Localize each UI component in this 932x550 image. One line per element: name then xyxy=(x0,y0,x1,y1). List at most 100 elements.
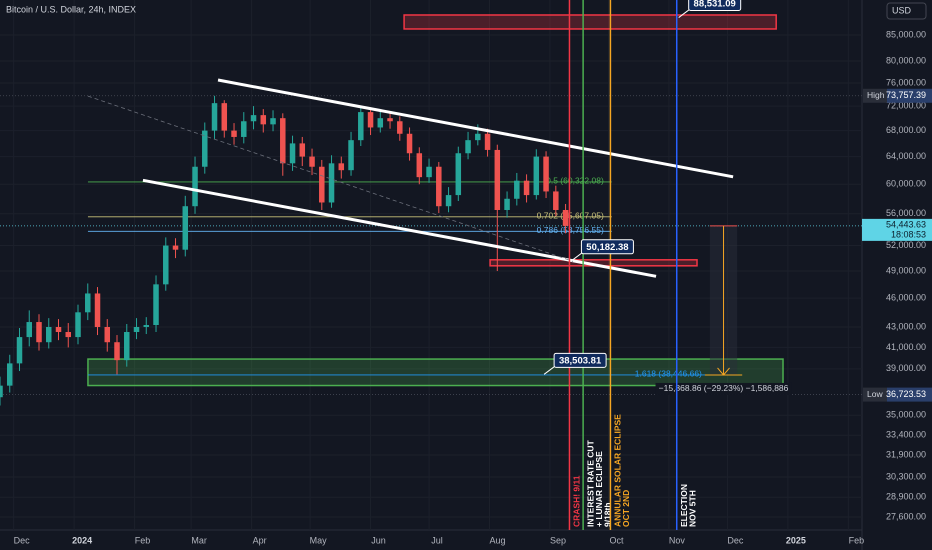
candle-body xyxy=(16,337,23,364)
candle-body xyxy=(46,326,52,343)
y-tick-label: 52,000.00 xyxy=(886,240,926,250)
callout-label: 38,503.81 xyxy=(559,355,602,366)
candle-body xyxy=(153,284,159,326)
candle-body xyxy=(172,245,179,250)
trend-line xyxy=(217,78,734,179)
zone-box xyxy=(87,358,784,387)
fib-label: 0.702 (55,607.05) xyxy=(537,211,604,221)
y-tick-label: 60,000.00 xyxy=(886,179,926,189)
candle-body xyxy=(182,206,189,250)
candle-body xyxy=(338,163,345,171)
candle-body xyxy=(514,180,520,199)
candle-body xyxy=(26,322,33,338)
price-marker-value: 36,723.53 xyxy=(886,389,926,399)
candle-body xyxy=(348,140,354,171)
y-tick-label: 28,900.00 xyxy=(886,492,926,502)
x-tick-label: Aug xyxy=(489,535,505,545)
chart-title: Bitcoin / U.S. Dollar, 24h, INDEX xyxy=(6,4,136,14)
candle-body xyxy=(319,166,325,203)
x-tick-label: Feb xyxy=(849,535,865,545)
candle-body xyxy=(377,118,384,128)
candle-body xyxy=(562,209,569,226)
y-tick-label: 46,000.00 xyxy=(886,292,926,302)
y-tick-label: 56,000.00 xyxy=(886,208,926,218)
candle-body xyxy=(133,326,140,333)
candle-body xyxy=(397,121,403,134)
candle-body xyxy=(436,166,442,207)
event-label: CRASH! 9/11 xyxy=(572,475,582,527)
candle-body xyxy=(104,326,111,343)
candle-body xyxy=(270,118,276,125)
price-marker-box xyxy=(862,218,932,241)
candle-body xyxy=(475,133,481,141)
price-marker-value: 54,443.63 xyxy=(886,219,926,229)
price-marker-name-box xyxy=(863,387,887,402)
candle-body xyxy=(328,163,335,203)
event-label: ANNULAR SOLAR ECLIPSE xyxy=(613,414,623,527)
fib-label: 1.618 (38,446.66) xyxy=(635,369,702,379)
x-tick-label: Nov xyxy=(669,535,686,545)
candle-body xyxy=(280,118,286,164)
y-tick-label: 43,000.00 xyxy=(886,321,926,331)
candle-body xyxy=(367,112,374,128)
price-marker-name: Low xyxy=(867,389,883,399)
x-tick-label: Jun xyxy=(371,535,386,545)
y-tick-label: 30,300.00 xyxy=(886,471,926,481)
callout-box xyxy=(553,352,607,368)
candle-body xyxy=(192,166,198,207)
event-label: NOV 5TH xyxy=(687,490,697,527)
x-tick-label: Dec xyxy=(14,535,31,545)
y-tick-label: 85,000.00 xyxy=(886,29,926,39)
candle-body xyxy=(114,342,120,361)
currency-button[interactable] xyxy=(886,2,927,20)
candle-body xyxy=(533,156,540,196)
x-tick-label: Feb xyxy=(135,535,151,545)
candle-body xyxy=(36,322,42,343)
price-marker-box xyxy=(887,88,932,103)
trend-line xyxy=(87,95,574,262)
candle-body xyxy=(494,149,501,210)
candle-body xyxy=(124,332,130,361)
candle-body xyxy=(55,326,62,333)
candle-body xyxy=(387,118,393,122)
candle-body xyxy=(289,143,296,164)
candle-body xyxy=(202,130,208,167)
y-tick-label: 49,000.00 xyxy=(886,265,926,275)
event-label: INTEREST RATE CUT xyxy=(585,439,595,527)
price-marker-value: 73,757.39 xyxy=(886,90,926,100)
candle-body xyxy=(0,385,3,398)
y-tick-label: 72,000.00 xyxy=(886,100,926,110)
callout-box xyxy=(688,0,742,12)
x-tick-label: Sep xyxy=(550,535,566,545)
event-label: ELECTION xyxy=(679,484,689,527)
price-marker-name-box xyxy=(863,88,887,103)
x-tick-label: Oct xyxy=(609,535,624,545)
y-tick-label: 76,000.00 xyxy=(886,77,926,87)
event-label: 9/18th xyxy=(602,502,612,527)
candle-body xyxy=(358,112,364,141)
x-tick-label: Jul xyxy=(431,535,443,545)
candle-body xyxy=(523,180,530,196)
candle-body xyxy=(143,325,150,327)
candle-body xyxy=(250,115,257,122)
measure-label-bg xyxy=(655,382,792,395)
x-tick-label: May xyxy=(310,535,328,545)
event-label: + LUNAR ECLIPSE xyxy=(594,451,604,527)
fib-label: 0.786 (53,756.55) xyxy=(537,225,604,235)
y-tick-label: 35,000.00 xyxy=(886,410,926,420)
y-tick-label: 64,000.00 xyxy=(886,151,926,161)
x-tick-label: Dec xyxy=(727,535,744,545)
currency[interactable]: USD xyxy=(892,5,912,15)
candle-body xyxy=(309,156,315,167)
candle-body xyxy=(231,130,237,137)
price-countdown: 18:08:53 xyxy=(891,229,926,239)
plot-area: 0.5 (60,322.08) 0.702 (55,607.05) 0.786 (5… xyxy=(0,0,862,530)
candle-body xyxy=(94,293,101,327)
candle-body xyxy=(416,153,423,178)
candle-body xyxy=(465,140,471,154)
candle-body xyxy=(211,103,218,131)
y-tick-label: 31,900.00 xyxy=(886,449,926,459)
x-tick-label: Apr xyxy=(253,535,267,545)
y-tick-label: 27,600.00 xyxy=(886,511,926,521)
candle-body xyxy=(65,332,72,338)
